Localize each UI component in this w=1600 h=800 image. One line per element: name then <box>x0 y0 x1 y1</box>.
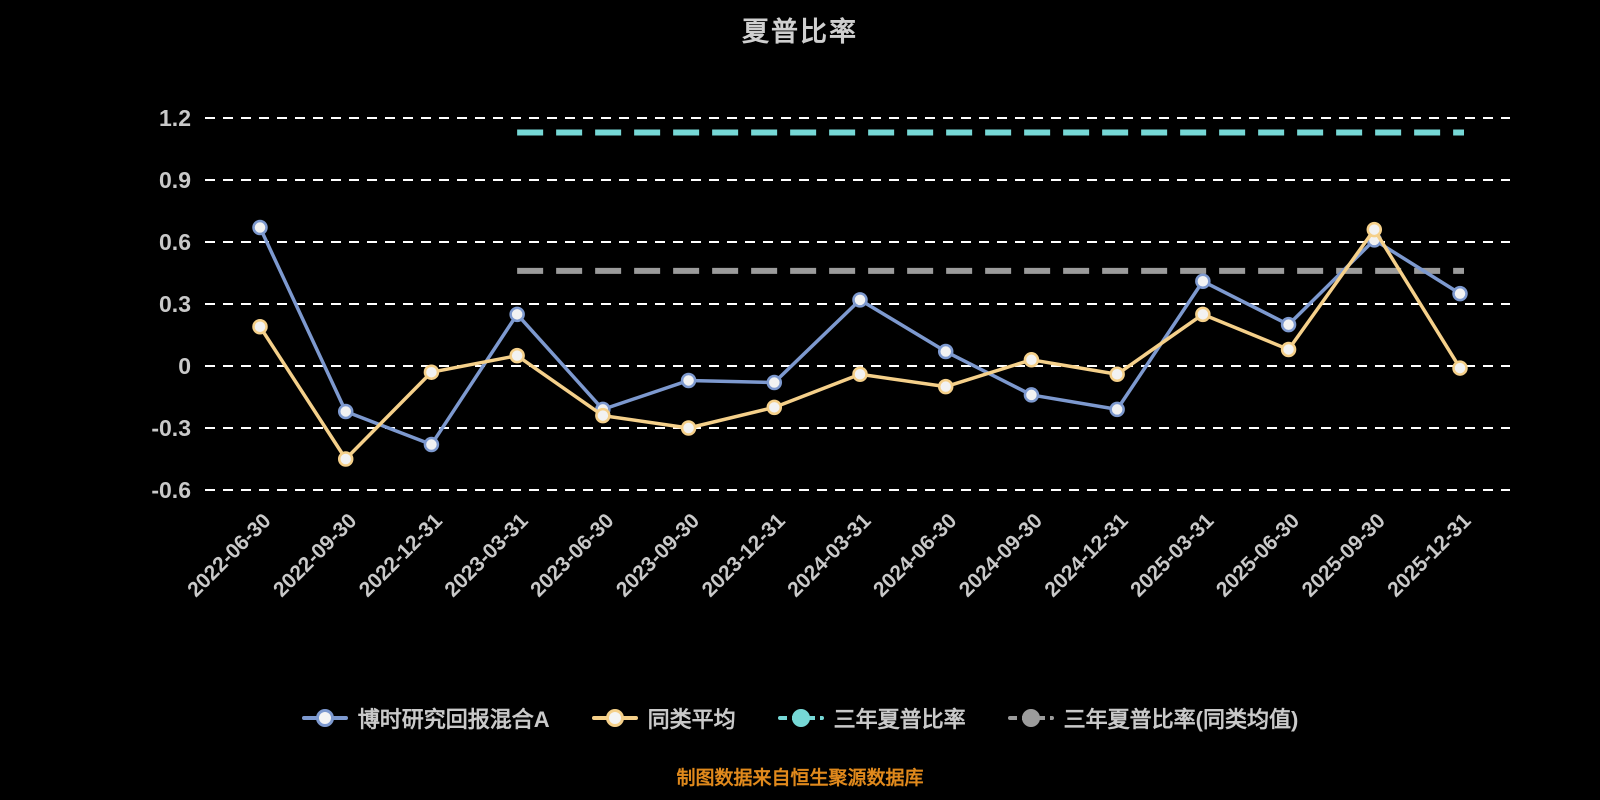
legend-dot-icon <box>1021 709 1040 727</box>
svg-text:0: 0 <box>178 353 191 379</box>
svg-text:1.2: 1.2 <box>159 105 191 131</box>
svg-text:2023-09-30: 2023-09-30 <box>612 509 704 601</box>
svg-text:2025-12-31: 2025-12-31 <box>1383 509 1475 601</box>
legend-label-peer-average: 同类平均 <box>647 707 736 732</box>
svg-text:-0.3: -0.3 <box>151 415 191 441</box>
svg-text:2024-03-31: 2024-03-31 <box>783 509 875 601</box>
svg-text:0.6: 0.6 <box>159 229 191 255</box>
svg-text:2022-06-30: 2022-06-30 <box>183 509 275 601</box>
svg-text:2024-06-30: 2024-06-30 <box>869 509 961 601</box>
legend: 博时研究回报混合A 同类平均 三年夏普比率 三年夏普比率(同类均值) <box>0 702 1600 734</box>
svg-text:0.9: 0.9 <box>159 167 191 193</box>
svg-text:2022-12-31: 2022-12-31 <box>355 509 447 601</box>
svg-text:2023-06-30: 2023-06-30 <box>526 509 618 601</box>
legend-label-3y-sharpe: 三年夏普比率 <box>833 707 966 732</box>
svg-text:2024-09-30: 2024-09-30 <box>955 509 1047 601</box>
legend-label-fund: 博时研究回报混合A <box>357 707 550 732</box>
legend-marker-fund <box>301 709 348 727</box>
legend-item-fund[interactable]: 博时研究回报混合A <box>301 702 550 734</box>
legend-item-3y-sharpe-peer[interactable]: 三年夏普比率(同类均值) <box>1007 702 1299 734</box>
legend-dot-icon <box>315 709 334 727</box>
svg-text:2022-09-30: 2022-09-30 <box>269 509 361 601</box>
svg-text:2025-03-31: 2025-03-31 <box>1126 509 1218 601</box>
legend-marker-3y-sharpe <box>777 709 824 727</box>
svg-text:-0.6: -0.6 <box>151 477 191 503</box>
legend-marker-peer-average <box>591 709 638 727</box>
svg-text:2025-09-30: 2025-09-30 <box>1298 509 1390 601</box>
legend-item-3y-sharpe[interactable]: 三年夏普比率 <box>777 702 966 734</box>
svg-text:2023-03-31: 2023-03-31 <box>440 509 532 601</box>
legend-dot-icon <box>605 709 624 727</box>
legend-item-peer-average[interactable]: 同类平均 <box>591 702 736 734</box>
svg-text:0.3: 0.3 <box>159 291 191 317</box>
chart-svg: -0.6 -0.3 0 0.3 0.6 0.9 1.2 2022-06-302022-09-3… <box>151 105 1510 601</box>
svg-text:2023-12-31: 2023-12-31 <box>698 509 790 601</box>
legend-label-3y-sharpe-peer: 三年夏普比率(同类均值) <box>1063 707 1299 732</box>
legend-marker-3y-sharpe-peer <box>1007 709 1054 727</box>
svg-text:2025-06-30: 2025-06-30 <box>1212 509 1304 601</box>
svg-text:2024-12-31: 2024-12-31 <box>1040 509 1132 601</box>
data-source-caption: 制图数据来自恒生聚源数据库 <box>676 768 924 789</box>
chart-title: 夏普比率 <box>742 17 858 47</box>
legend-dot-icon <box>791 709 810 727</box>
